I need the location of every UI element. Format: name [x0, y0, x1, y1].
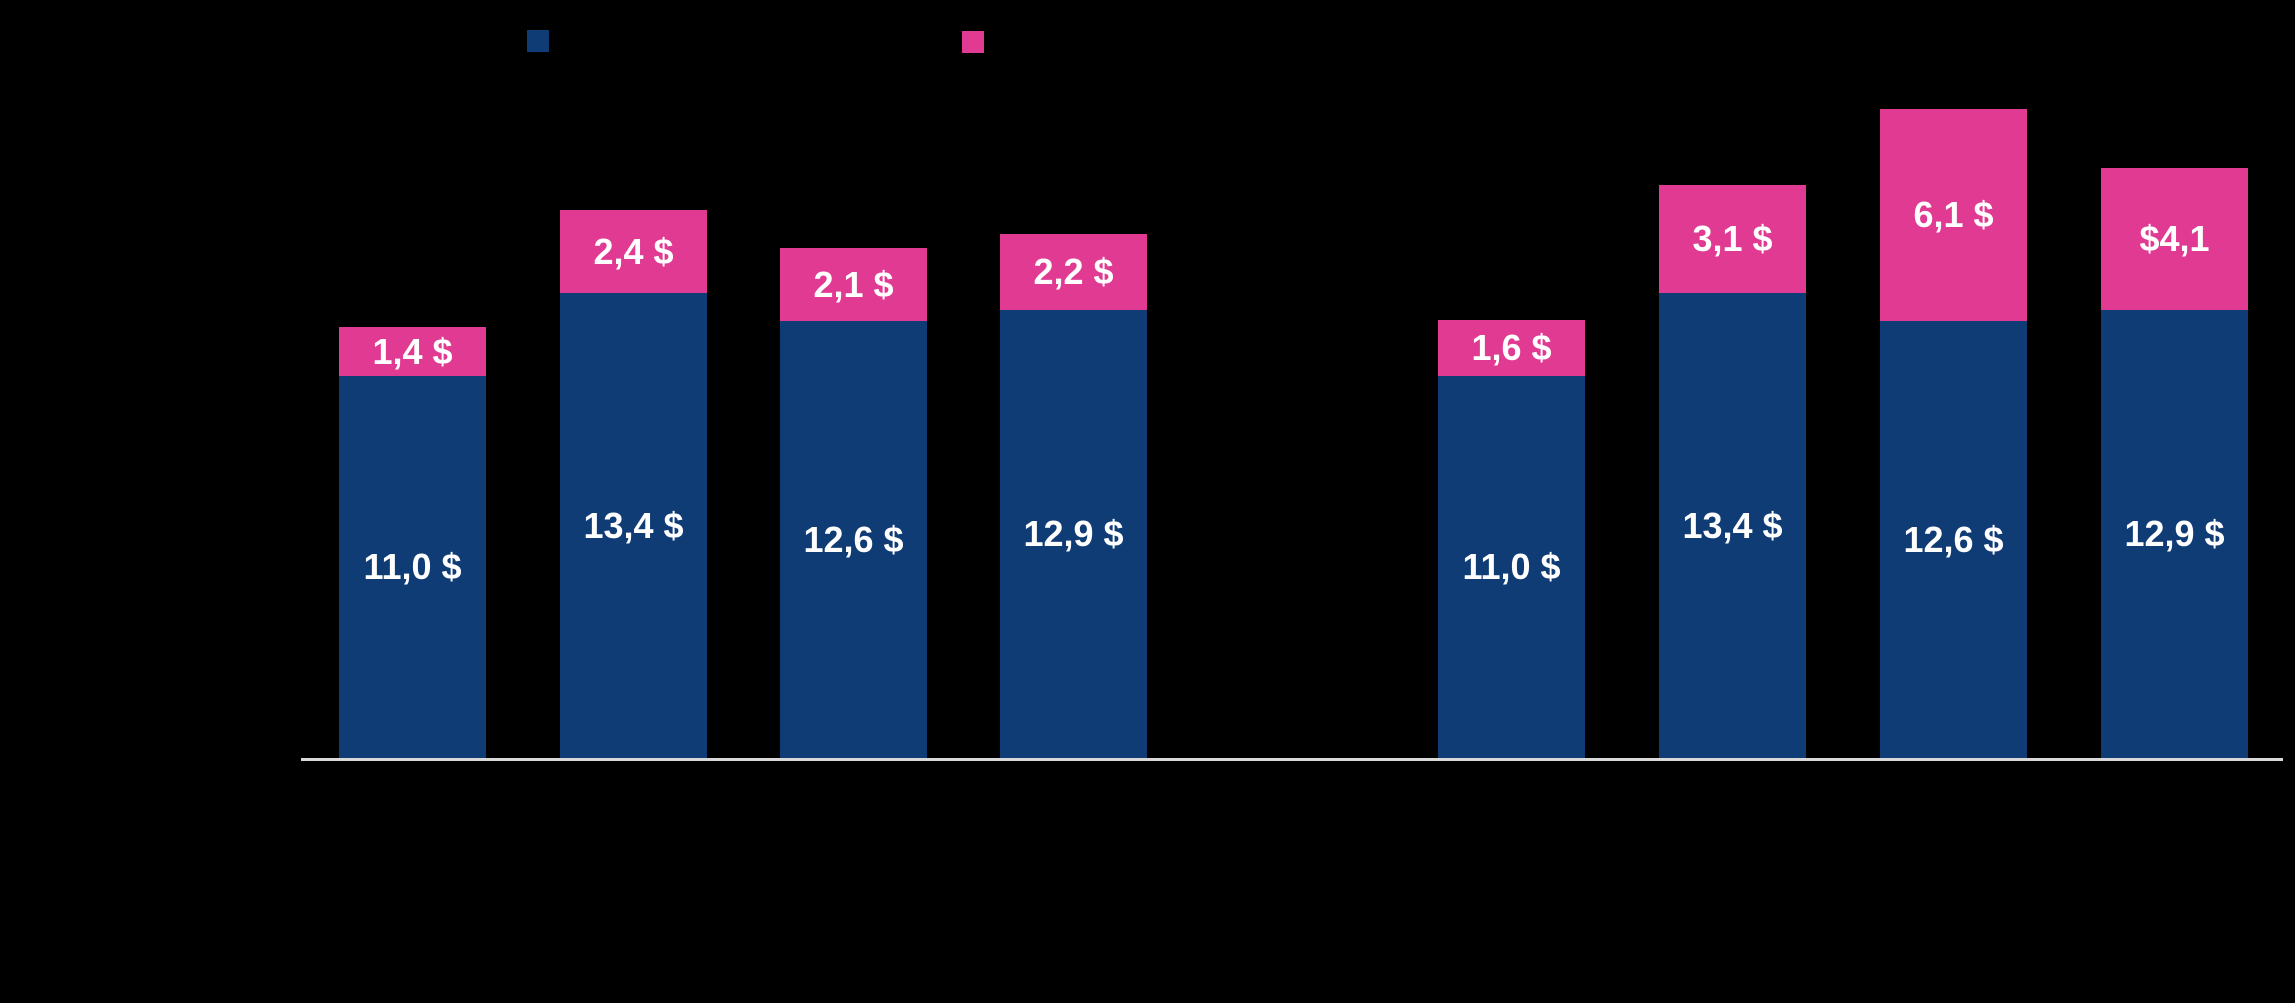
legend-swatch-pink-icon — [962, 31, 984, 53]
bar-segment-pink: 1,4 $ — [339, 327, 486, 376]
stacked-bar: 6,1 $ 12,6 $ — [1880, 109, 2027, 758]
bar-segment-pink: 3,1 $ — [1659, 185, 1806, 293]
data-label-pink: 1,4 $ — [372, 330, 453, 372]
bar-segment-pink: 2,2 $ — [1000, 234, 1147, 310]
data-label-pink: 2,2 $ — [1033, 251, 1114, 292]
data-label-pink: $4,1 — [2139, 218, 2210, 259]
data-label-blue: 11,0 $ — [363, 546, 462, 587]
x-axis-line — [301, 758, 2283, 761]
bar-segment-pink: 1,6 $ — [1438, 320, 1585, 376]
data-label-pink: 1,6 $ — [1471, 327, 1552, 368]
stacked-bar: 1,6 $ 11,0 $ — [1438, 320, 1585, 758]
data-label-pink: 2,1 $ — [813, 263, 894, 305]
stacked-bar: 2,4 $ 13,4 $ — [560, 210, 707, 758]
stacked-bar: 2,2 $ 12,9 $ — [1000, 234, 1147, 758]
data-label-pink: 6,1 $ — [1913, 194, 1994, 235]
legend-swatch-blue-icon — [527, 30, 549, 52]
bar-segment-blue: 12,9 $ — [2101, 310, 2248, 758]
bar-segment-blue: 12,6 $ — [1880, 321, 2027, 758]
stacked-bar: 2,1 $ 12,6 $ — [780, 248, 927, 758]
data-label-pink: 2,4 $ — [593, 230, 674, 272]
data-label-blue: 12,9 $ — [1023, 513, 1124, 554]
data-label-blue: 12,6 $ — [803, 518, 904, 560]
bar-segment-pink: 6,1 $ — [1880, 109, 2027, 321]
data-label-blue: 12,9 $ — [2124, 513, 2225, 554]
stacked-bar: $4,1 12,9 $ — [2101, 168, 2248, 758]
bar-segment-pink: 2,4 $ — [560, 210, 707, 293]
bar-segment-blue: 13,4 $ — [1659, 293, 1806, 758]
data-label-blue: 11,0 $ — [1462, 546, 1561, 587]
bar-segment-blue: 12,6 $ — [780, 321, 927, 758]
data-label-blue: 13,4 $ — [1682, 504, 1783, 546]
bar-segment-blue: 11,0 $ — [339, 376, 486, 758]
data-label-blue: 12,6 $ — [1903, 518, 2004, 560]
data-label-blue: 13,4 $ — [583, 504, 684, 546]
data-label-pink: 3,1 $ — [1692, 218, 1773, 259]
bar-segment-blue: 12,9 $ — [1000, 310, 1147, 758]
stacked-bar: 3,1 $ 13,4 $ — [1659, 185, 1806, 758]
bar-segment-blue: 11,0 $ — [1438, 376, 1585, 758]
bar-segment-blue: 13,4 $ — [560, 293, 707, 758]
bar-segment-pink: 2,1 $ — [780, 248, 927, 321]
bar-segment-pink: $4,1 — [2101, 168, 2248, 310]
stacked-bar: 1,4 $ 11,0 $ — [339, 327, 486, 758]
